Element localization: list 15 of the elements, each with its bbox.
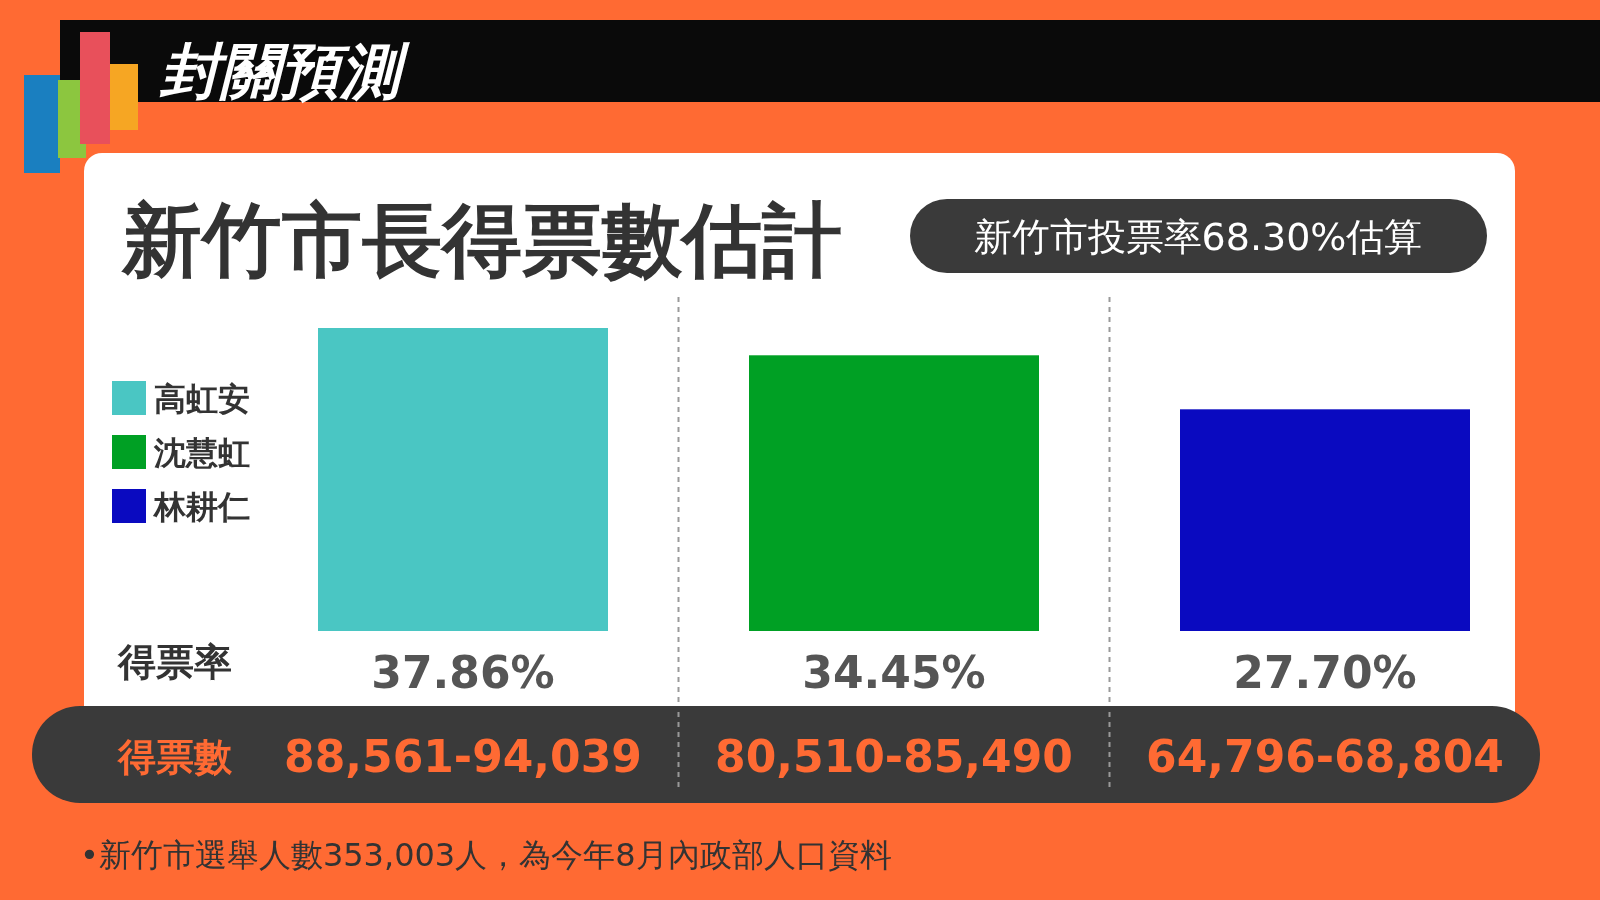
chart-subtitle: 新竹市長得票數估計 (121, 194, 842, 287)
text: 88,561-94,039 (284, 731, 642, 782)
data-label: 37.86% (371, 647, 555, 698)
text: •新竹市選舉人數353,003人，為今年8月內政部人口資料 (80, 836, 892, 874)
legend-label: 沈慧虹 (153, 434, 250, 472)
text: 80,510-85,490 (715, 731, 1073, 782)
legend-label: 林耕仁 (152, 488, 250, 526)
text: 新竹市投票率68.30%估算 (973, 215, 1423, 259)
data-label: 27.70% (1233, 647, 1417, 698)
text: 得票數 (117, 735, 233, 779)
chart-title: 封關預測 (159, 36, 410, 106)
text: 得票率 (117, 640, 232, 684)
legend-label: 高虹安 (154, 380, 250, 418)
text: 64,796-68,804 (1146, 731, 1504, 782)
data-label: 34.45% (802, 647, 986, 698)
